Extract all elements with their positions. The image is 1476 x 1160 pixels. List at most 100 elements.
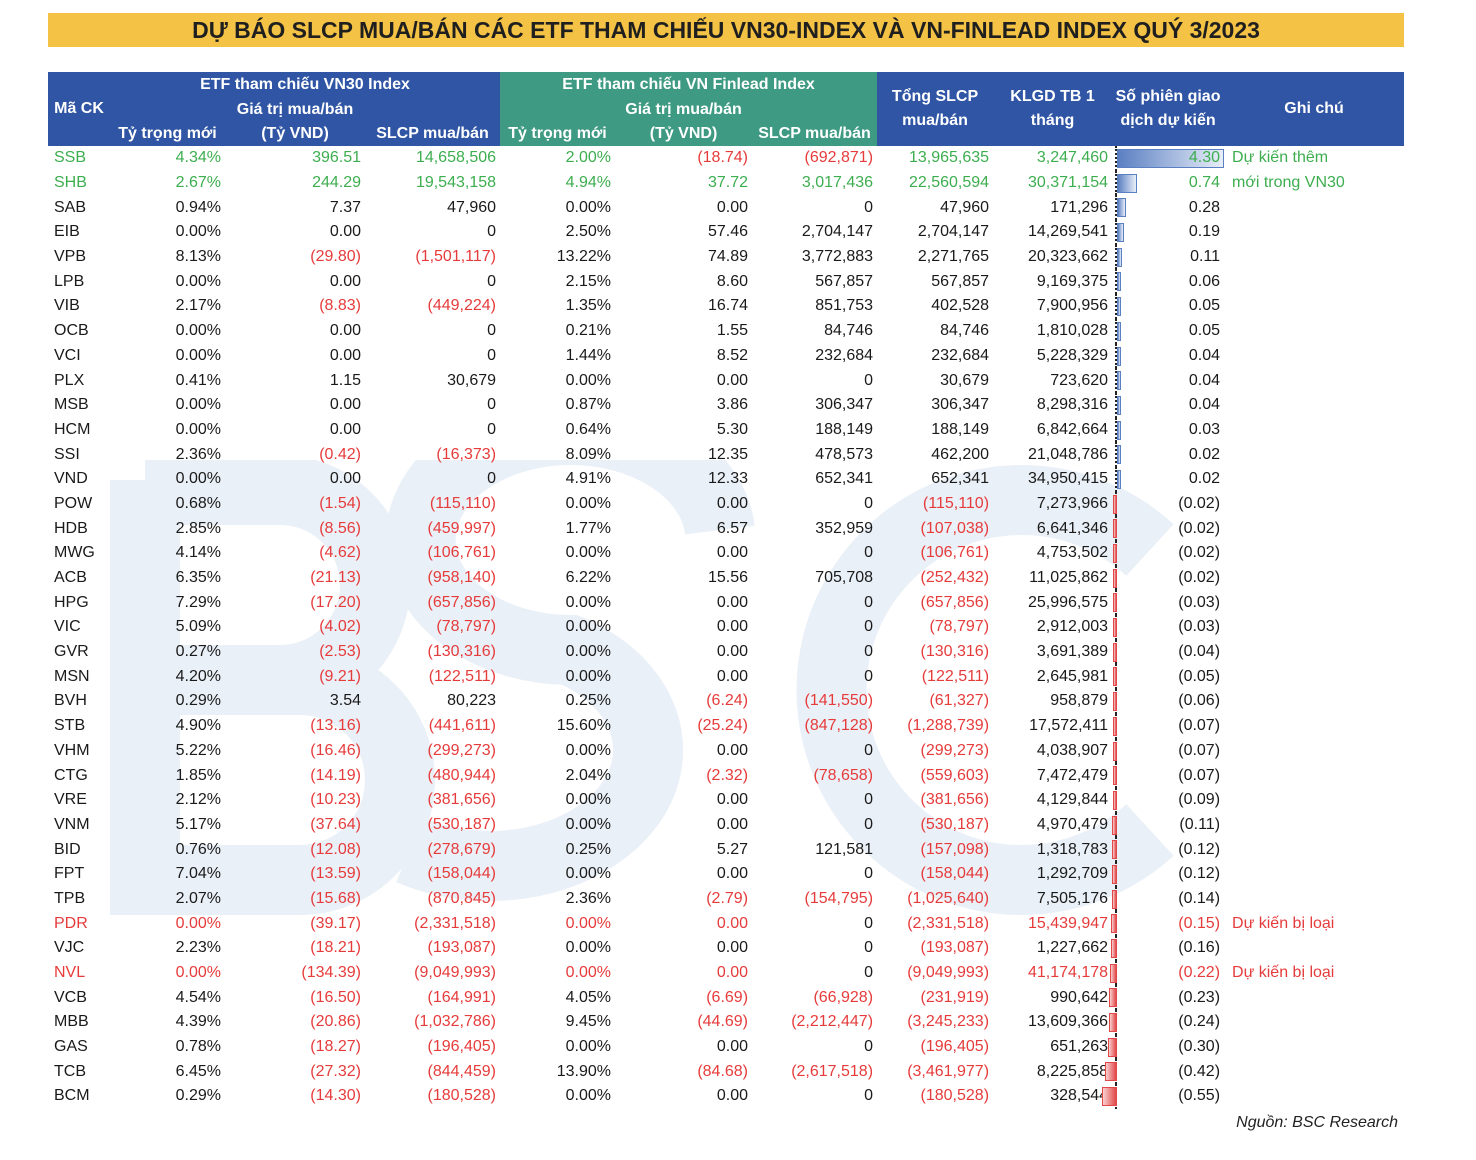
cell-vn30-value: (9.21) — [319, 667, 361, 685]
cell-vn30-value: (27.32) — [310, 1062, 361, 1080]
cell-finlead-value: 6.57 — [716, 519, 749, 537]
cell-total-shares: 567,857 — [931, 272, 990, 290]
cell-adv-1m: 7,472,479 — [1036, 766, 1109, 784]
cell-vn30-shares: (122,511) — [428, 667, 497, 685]
session-bar — [1112, 840, 1118, 860]
session-value: (0.42) — [1178, 1062, 1221, 1080]
cell-finlead-value: 0.00 — [716, 593, 749, 611]
cell-vn30-shares: (381,656) — [427, 791, 497, 809]
cell-vn30-value: 3.54 — [329, 692, 361, 710]
cell-note — [1224, 566, 1404, 591]
cell-sessions: (0.03) — [1112, 590, 1224, 616]
cell-total-shares: 652,341 — [931, 470, 990, 488]
cell-sessions: (0.11) — [1112, 812, 1224, 838]
cell-finlead-value: 0.00 — [716, 494, 749, 512]
cell-adv-1m: 20,323,662 — [1027, 248, 1109, 266]
cell-vn30-shares: (1,501,117) — [415, 248, 497, 266]
session-bar — [1113, 741, 1118, 761]
cell-finlead-value: (6.24) — [706, 692, 749, 710]
table-row: VCI 0.00% 0.00 0 1.44% 8.52 232,684 232,684 5,22… — [48, 343, 1404, 369]
cell-finlead-value: 0.00 — [716, 815, 749, 833]
cell-total-shares: 22,560,594 — [908, 174, 990, 192]
cell-ticker: PDR — [54, 914, 88, 932]
cell-total-shares: (158,044) — [920, 865, 990, 883]
cell-vn30-value: (29.80) — [310, 248, 361, 266]
cell-vn30-shares: (299,273) — [427, 741, 497, 759]
table-row: MSN 4.20% (9.21) (122,511) 0.00% 0.00 0 (122,51… — [48, 664, 1404, 690]
session-bar — [1104, 1062, 1118, 1082]
cell-sessions: (0.02) — [1112, 516, 1224, 541]
cell-vn30-value: (10.23) — [310, 791, 361, 809]
cell-adv-1m: 4,129,844 — [1036, 791, 1109, 809]
cell-note — [1224, 640, 1404, 665]
cell-finlead-weight: 13.22% — [556, 248, 612, 266]
session-value: (0.15) — [1178, 914, 1221, 932]
cell-adv-1m: 1,292,709 — [1036, 865, 1109, 883]
cell-finlead-value: (25.24) — [697, 717, 749, 735]
session-bar — [1117, 321, 1122, 341]
session-value: (0.30) — [1178, 1038, 1221, 1056]
session-bar — [1113, 494, 1118, 514]
cell-finlead-value: 37.72 — [707, 174, 749, 192]
cell-finlead-shares: 2,704,147 — [801, 223, 874, 241]
bar-axis — [1115, 146, 1118, 171]
cell-adv-1m: 6,641,346 — [1036, 519, 1109, 537]
header-vn30-value-unit: (Tỷ VND) — [225, 122, 365, 146]
cell-finlead-weight: 0.00% — [565, 618, 612, 636]
cell-ticker: BID — [54, 840, 81, 858]
cell-total-shares: 30,679 — [940, 371, 990, 389]
session-bar — [1117, 297, 1122, 317]
cell-ticker: BVH — [54, 692, 87, 710]
cell-adv-1m: 34,950,415 — [1027, 470, 1109, 488]
cell-vn30-weight: 0.00% — [175, 322, 221, 340]
cell-note — [1224, 837, 1404, 862]
session-bar — [1112, 815, 1118, 835]
cell-ticker: PLX — [54, 371, 85, 389]
cell-note — [1224, 195, 1404, 220]
table-row: POW 0.68% (1.54) (115,110) 0.00% 0.00 0 (115,11… — [48, 491, 1404, 517]
cell-total-shares: 2,704,147 — [917, 223, 990, 241]
table-row: VHM 5.22% (16.46) (299,273) 0.00% 0.00 0 (299,2… — [48, 738, 1404, 764]
table-row: HPG 7.29% (17.20) (657,856) 0.00% 0.00 0 (657,8… — [48, 590, 1404, 616]
cell-total-shares: (78,797) — [929, 618, 990, 636]
session-value: 0.06 — [1188, 272, 1221, 290]
cell-sessions: (0.02) — [1112, 541, 1224, 566]
bar-axis — [1115, 220, 1118, 245]
session-value: 0.05 — [1188, 322, 1221, 340]
cell-ticker: SAB — [54, 198, 87, 216]
cell-vn30-shares: (193,087) — [427, 939, 497, 957]
session-bar — [1113, 766, 1118, 786]
cell-finlead-shares: 0 — [864, 494, 874, 512]
cell-vn30-weight: 2.12% — [175, 791, 221, 809]
session-bar — [1107, 1037, 1118, 1057]
session-value: (0.07) — [1178, 766, 1221, 784]
cell-ticker: GAS — [54, 1038, 88, 1056]
cell-adv-1m: 958,879 — [1050, 692, 1109, 710]
session-bar — [1112, 790, 1118, 810]
cell-total-shares: (106,761) — [920, 544, 990, 562]
cell-total-shares: (530,187) — [920, 815, 990, 833]
cell-finlead-shares: (2,617,518) — [791, 1062, 874, 1080]
cell-total-shares: (299,273) — [920, 741, 990, 759]
cell-vn30-weight: 0.29% — [175, 692, 221, 710]
cell-sessions: 4.30 — [1112, 146, 1225, 171]
cell-note — [1224, 590, 1404, 615]
cell-finlead-shares: 121,581 — [815, 840, 874, 858]
cell-vn30-shares: (115,110) — [429, 494, 497, 512]
cell-vn30-weight: 2.36% — [175, 445, 221, 463]
cell-vn30-weight: 2.17% — [175, 297, 221, 315]
table-row: SAB 0.94% 7.37 47,960 0.00% 0.00 0 47,960 171,29… — [48, 195, 1404, 221]
cell-ticker: MSB — [54, 396, 89, 414]
header-vn30-shares: SLCP mua/bán — [365, 98, 501, 146]
cell-vn30-shares: (16,373) — [436, 445, 497, 463]
session-value: (0.02) — [1178, 544, 1221, 562]
session-value: 4.30 — [1188, 149, 1221, 167]
cell-adv-1m: 1,318,783 — [1036, 840, 1109, 858]
cell-adv-1m: 7,273,966 — [1036, 494, 1109, 512]
cell-note — [1224, 739, 1404, 764]
cell-ticker: LPB — [54, 272, 85, 290]
session-value: 0.74 — [1188, 174, 1221, 192]
cell-vn30-value: (16.46) — [310, 741, 361, 759]
session-value: 0.11 — [1190, 248, 1221, 266]
table-row: NVL 0.00% (134.39) (9,049,993) 0.00% 0.00 0 (9,… — [48, 960, 1404, 986]
